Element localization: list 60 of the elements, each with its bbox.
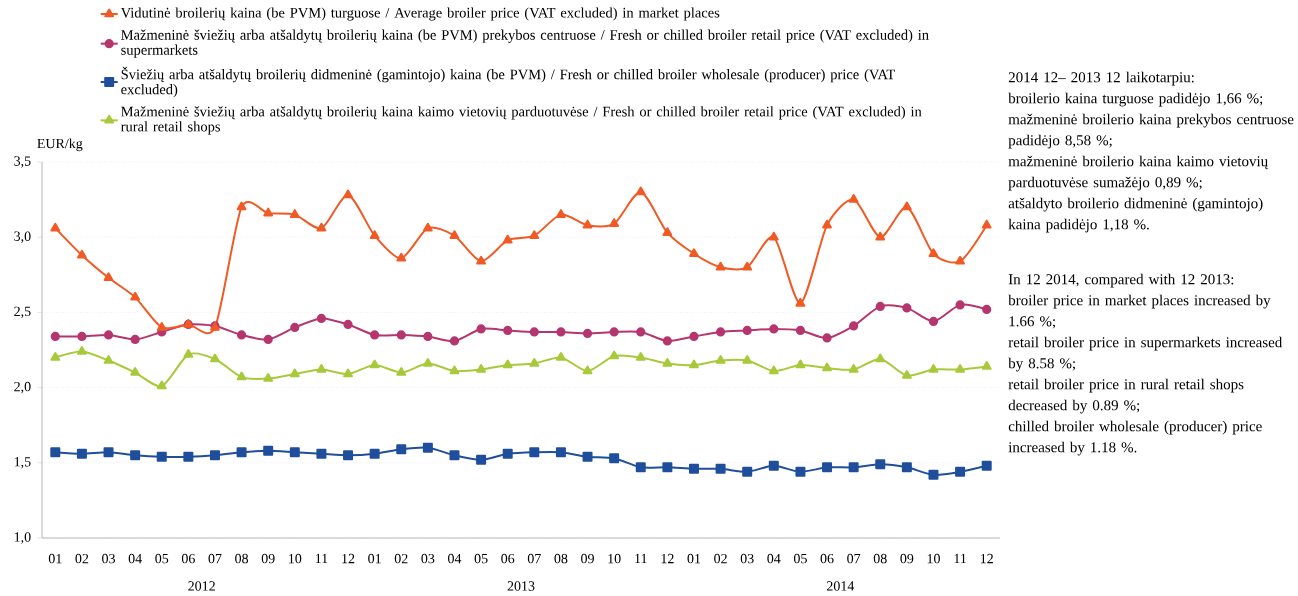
x-tick-label: 04 — [767, 553, 781, 564]
text: mažmeninė broilerio kaina prekybos centruose padidėjo 8,58 %; — [1008, 113, 1294, 149]
x-tick-label: 03 — [102, 553, 115, 564]
x-tick-label: 04 — [448, 553, 462, 564]
y-tick-label: 3,0 — [14, 231, 31, 243]
x-tick-label: 07 — [527, 553, 541, 564]
x-tick-label: 05 — [474, 553, 488, 564]
text: 2014 — [826, 581, 855, 591]
x-tick-label: 10 — [289, 553, 302, 564]
x-tick-label: 06 — [501, 553, 515, 564]
x-tick-label: 08 — [235, 553, 249, 564]
text: mažmeninė broilerio kaina kaimo vietovių parduotuvėse sumažėjo 0,89 %; — [1008, 155, 1269, 191]
x-tick-label: 12 — [661, 553, 674, 564]
x-tick-label: 02 — [394, 553, 408, 564]
x-tick-label: 09 — [900, 553, 914, 564]
x-tick-label: 09 — [261, 553, 275, 564]
x-tick-label: 05 — [155, 553, 169, 564]
x-tick-label: 12 — [980, 553, 993, 564]
x-tick-label: 05 — [793, 553, 807, 564]
text: In 12 2014, compared with 12 2013: — [1008, 273, 1234, 288]
text: 2014 12– 2013 12 laikotarpiu: — [1008, 71, 1194, 86]
y-axis-title: EUR/kg — [37, 138, 83, 152]
text: broiler price in market places increased by 1.66 %; — [1008, 294, 1271, 329]
x-tick-label: 10 — [608, 553, 621, 564]
x-tick-label: 08 — [873, 553, 887, 564]
x-tick-label: 02 — [714, 553, 727, 564]
x-tick-label: 10 — [927, 553, 940, 564]
x-tick-label: 04 — [128, 553, 142, 564]
y-tick-label: 3,5 — [14, 156, 31, 168]
x-tick-label: 02 — [75, 553, 89, 564]
y-tick-label: 2,0 — [14, 381, 31, 394]
x-tick-label: 06 — [820, 553, 834, 564]
legend-label: Šviežių arba atšaldytų broilerių didmeninė (gamintojo) kaina (be PVM) / Fresh or chilled broiler wholesale (producer) price (VAT excluded) — [121, 66, 895, 98]
x-tick-label: 06 — [181, 553, 195, 564]
text: broilerio kaina turguose padidėjo 1,66 %; — [1008, 92, 1263, 107]
text: atšaldyto broilerio didmeninė (gamintojo) kaina padidėjo 1,18 %. — [1008, 197, 1263, 233]
x-tick-label: 11 — [315, 553, 328, 564]
legend-label: Vidutinė broilerių kaina (be PVM) turguose / Average broiler price (VAT excluded) in market places — [120, 7, 720, 21]
y-tick-label: 2,5 — [14, 306, 31, 319]
x-tick-label: 01 — [368, 553, 381, 564]
x-tick-label: 07 — [847, 553, 861, 564]
x-tick-label: 12 — [342, 553, 355, 564]
text: 2013 — [507, 581, 535, 591]
text: retail broiler price in rural retail shops decreased by 0.89 %; — [1008, 378, 1244, 414]
x-tick-label: 03 — [740, 553, 754, 564]
x-tick-label: 03 — [421, 553, 435, 564]
x-tick-label: 11 — [635, 553, 647, 564]
x-tick-label: 08 — [554, 553, 568, 564]
text: chilled broiler wholesale (producer) price increased by 1.18 %. — [1008, 420, 1262, 456]
legend-label: Mažmeninė šviežių arba atšaldytų broilerių kaina kaimo vietovių parduotuvėse / Fresh or chilled broiler retail price (VAT excluded) in rural retail shops — [120, 106, 922, 135]
x-tick-label: 11 — [954, 553, 966, 564]
text: 2012 — [188, 581, 215, 591]
x-tick-label: 07 — [208, 553, 222, 564]
x-tick-label: 09 — [581, 553, 594, 564]
x-tick-label: 01 — [687, 553, 701, 564]
legend-label: Mažmeninė šviežių arba atšaldytų broilerių kaina (be PVM) prekybos centruose / Fresh or chilled broiler retail price (VAT excluded) in supermarkets — [121, 29, 929, 58]
x-tick-label: 01 — [48, 553, 62, 564]
text: retail broiler price in supermarkets increased by 8.58 %; — [1008, 336, 1283, 372]
y-tick-label: 1,5 — [14, 457, 31, 469]
y-tick-label: 1,0 — [14, 532, 31, 544]
